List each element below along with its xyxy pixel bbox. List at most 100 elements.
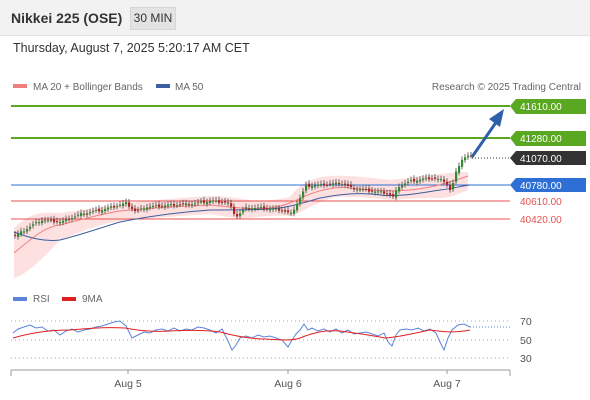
- candle-body: [326, 184, 329, 186]
- candle-body: [437, 179, 440, 181]
- candle-body: [416, 180, 419, 183]
- candle-body: [356, 189, 359, 191]
- rsi-legend-swatch: [13, 297, 27, 301]
- candle-body: [257, 207, 260, 209]
- r2-tag: 41610.00: [510, 99, 586, 114]
- candle-body: [122, 203, 125, 206]
- candle-body: [14, 234, 17, 236]
- candle-body: [38, 222, 41, 224]
- candle-body: [56, 221, 59, 223]
- candle-body: [59, 221, 62, 224]
- candle-body: [380, 191, 383, 193]
- candle-body: [104, 208, 107, 212]
- candle-body: [119, 204, 122, 206]
- candle-body: [164, 205, 167, 208]
- candle-body: [251, 208, 254, 210]
- candle-body: [98, 208, 101, 212]
- ma50-legend-label: MA 50: [175, 82, 204, 93]
- candle-body: [74, 216, 77, 218]
- candle-body: [458, 166, 461, 173]
- candle-body: [275, 208, 278, 210]
- candle-body: [125, 202, 128, 205]
- candle-body: [170, 204, 173, 206]
- chart-datetime: Thursday, August 7, 2025 5:20:17 AM CET: [13, 41, 250, 55]
- rsi-ma-legend-label: 9MA: [82, 294, 103, 305]
- candle-body: [131, 206, 134, 209]
- candle-body: [236, 214, 239, 217]
- candle-body: [323, 183, 326, 186]
- rsi-axis-30: 30: [520, 353, 532, 365]
- candle-body: [167, 204, 170, 207]
- candle-body: [200, 201, 203, 203]
- candle-body: [311, 186, 314, 188]
- last-price-value: 41070.00: [520, 154, 562, 165]
- candle-body: [431, 178, 434, 180]
- candle-body: [467, 155, 470, 158]
- candle-body: [35, 222, 38, 224]
- candle-body: [137, 210, 140, 212]
- candle-body: [44, 220, 47, 222]
- timeframe-button[interactable]: 30 MIN: [130, 7, 176, 30]
- candle-body: [314, 185, 317, 187]
- candle-body: [389, 193, 392, 196]
- candle-body: [269, 208, 272, 211]
- candle-body: [413, 178, 416, 182]
- candle-body: [17, 233, 20, 238]
- candle-body: [107, 207, 110, 210]
- candle-body: [281, 210, 284, 212]
- candle-body: [317, 184, 320, 186]
- candle-body: [50, 219, 53, 221]
- candle-body: [374, 191, 377, 193]
- candle-body: [359, 189, 362, 191]
- candle-body: [128, 202, 131, 207]
- candle-body: [179, 204, 182, 206]
- candle-body: [266, 208, 269, 210]
- candle-body: [410, 180, 413, 181]
- last-price-tag: 41070.00: [510, 151, 586, 165]
- candle-body: [95, 210, 98, 211]
- candle-body: [92, 211, 95, 213]
- candle-body: [227, 202, 230, 204]
- candle-body: [194, 203, 197, 205]
- candle-body: [53, 219, 56, 223]
- r1-tag: 41280.00: [510, 131, 586, 146]
- candle-body: [65, 219, 68, 222]
- candle-body: [404, 183, 407, 186]
- x-axis-label-aug6: Aug 6: [274, 378, 302, 390]
- candle-body: [224, 201, 227, 203]
- rsi-axis-50: 50: [520, 335, 532, 347]
- candle-body: [110, 206, 113, 208]
- candle-body: [32, 224, 35, 226]
- candle-body: [215, 200, 218, 202]
- candle-body: [341, 184, 344, 185]
- candle-body: [245, 207, 248, 209]
- candle-body: [461, 159, 464, 167]
- candle-body: [443, 179, 446, 182]
- candle-body: [419, 179, 422, 182]
- candle-body: [329, 183, 332, 185]
- candle-body: [242, 210, 245, 213]
- candle-body: [320, 184, 323, 185]
- forecast-arrow-head: [489, 109, 504, 127]
- candle-body: [152, 205, 155, 207]
- candle-body: [305, 185, 308, 191]
- candle-body: [212, 200, 215, 202]
- candle-body: [449, 184, 452, 191]
- s1-value: 40610.00: [520, 197, 562, 208]
- candle-body: [278, 208, 281, 211]
- ma20-legend-label: MA 20 + Bollinger Bands: [33, 82, 143, 93]
- candle-body: [353, 188, 356, 190]
- x-axis-label-aug5: Aug 5: [114, 378, 142, 390]
- forecast-arrow-shaft: [470, 120, 499, 158]
- candle-body: [446, 181, 449, 186]
- candle-body: [71, 218, 74, 220]
- candle-body: [206, 202, 209, 205]
- ma20-legend-swatch: [13, 84, 27, 88]
- candle-body: [455, 171, 458, 182]
- candle-body: [89, 212, 92, 214]
- candle-body: [347, 184, 350, 186]
- candle-body: [149, 206, 152, 208]
- pivot-value: 40780.00: [520, 181, 562, 192]
- candle-body: [239, 213, 242, 217]
